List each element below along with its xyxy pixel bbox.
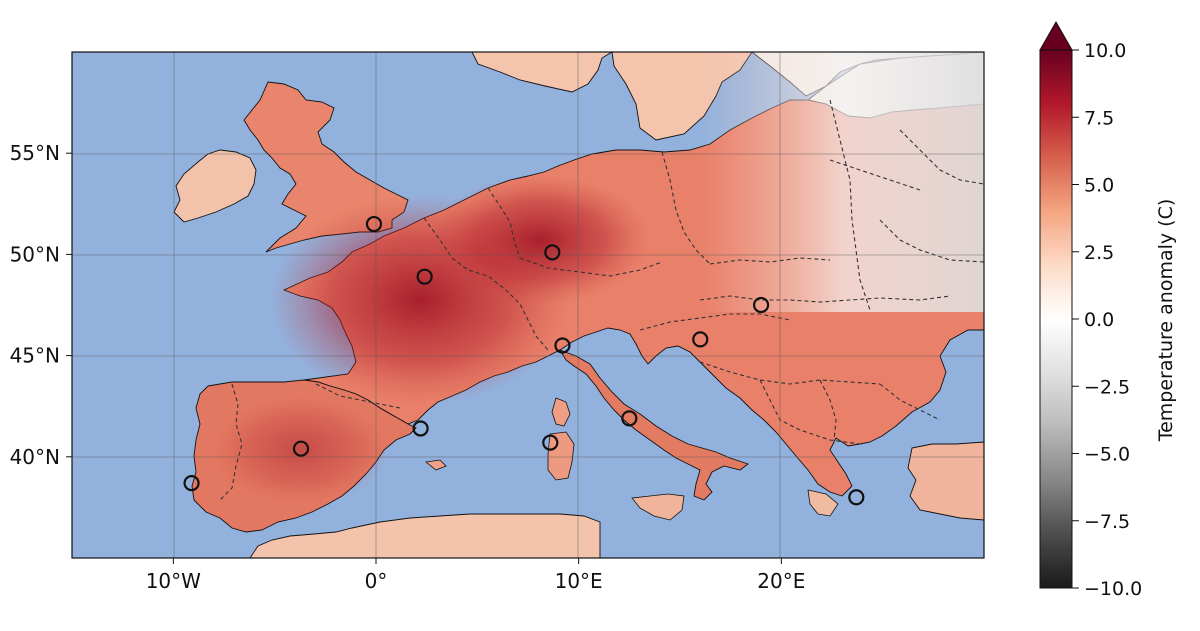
city-marker: [692, 331, 709, 348]
land-ireland: [173, 149, 257, 223]
latitude-ticks: 55°N 50°N 45°N 40°N: [10, 141, 72, 469]
colorbar-tick-label: −5.0: [1084, 444, 1130, 466]
colorbar-tick-label: −10.0: [1084, 578, 1142, 600]
land-north-africa: [249, 513, 601, 558]
city-marker: [554, 337, 571, 354]
city-marker: [412, 420, 429, 437]
city-marker: [544, 244, 561, 261]
city-marker: [416, 268, 433, 285]
city-marker: [183, 475, 200, 492]
city-marker: [752, 296, 770, 314]
city-marker: [621, 410, 638, 427]
lon-tick-label: 10°W: [146, 569, 201, 593]
city-marker: [365, 215, 383, 233]
land-anatolia: [907, 441, 984, 521]
colorbar-tick-label: 5.0: [1084, 175, 1114, 197]
lat-tick-label: 40°N: [10, 445, 60, 469]
land-corsica: [551, 397, 571, 427]
anomaly-core-iberia: [210, 395, 390, 505]
colorbar-tick-label: 10.0: [1084, 40, 1126, 62]
national-borders: [219, 99, 984, 501]
longitude-ticks: 10°W 0° 10°E 20°E: [146, 558, 805, 593]
land-peloponnese: [807, 489, 839, 517]
colorbar-tick-label: 0.0: [1084, 309, 1114, 331]
colorbar-tick-label: 7.5: [1084, 107, 1114, 129]
land-italy: [558, 349, 749, 501]
land-sicily: [631, 493, 685, 521]
colorbar-tick-label: 2.5: [1084, 242, 1114, 264]
gridlines: [72, 52, 984, 558]
city-markers: [183, 215, 865, 506]
lon-tick-label: 20°E: [757, 569, 805, 593]
lat-tick-label: 50°N: [10, 242, 60, 266]
colorbar-extend-arrow: [1039, 20, 1073, 51]
anomaly-east-fade: [700, 52, 984, 312]
city-marker: [292, 440, 310, 457]
city-marker: [848, 489, 865, 506]
colorbar: 10.0 7.5 5.0 2.5 0.0 −2.5 −5.0 −7.5 −10.0 Temper…: [1039, 20, 1177, 600]
land-sardinia: [547, 431, 575, 481]
lat-tick-label: 55°N: [10, 141, 60, 165]
map-panel: [72, 52, 984, 558]
anomaly-core-germany: [430, 175, 650, 305]
land-balearics: [425, 459, 447, 471]
lon-tick-label: 0°: [365, 569, 388, 593]
colorbar-bar: [1039, 49, 1073, 589]
city-marker: [542, 434, 559, 451]
lon-tick-label: 10°E: [555, 569, 603, 593]
colorbar-label: Temperature anomaly (C): [1155, 199, 1177, 443]
colorbar-tick-label: −7.5: [1084, 511, 1130, 533]
lat-tick-label: 45°N: [10, 344, 60, 368]
colorbar-tick-label: −2.5: [1084, 376, 1130, 398]
colorbar-ticks: 10.0 7.5 5.0 2.5 0.0 −2.5 −5.0 −7.5 −10.0: [1072, 40, 1142, 600]
map-frame: [71, 51, 985, 559]
